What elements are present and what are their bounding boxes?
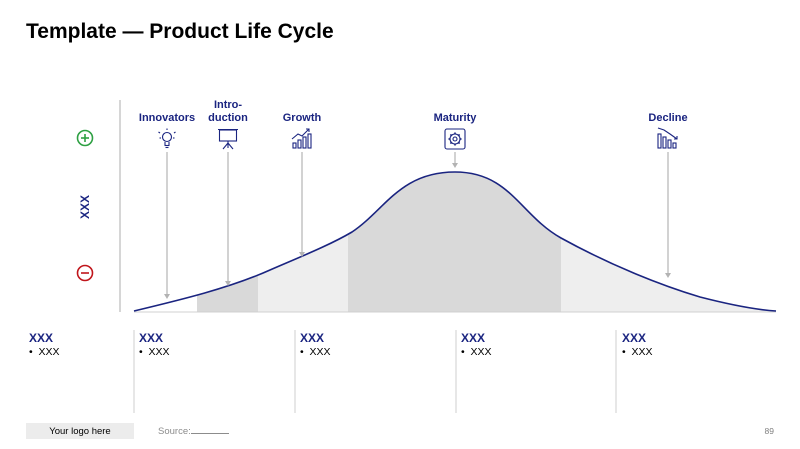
column-title: XXX — [139, 331, 164, 345]
column-separators — [133, 330, 617, 413]
column-4: XXX • XXX — [461, 331, 492, 359]
arrowhead-introduction — [225, 281, 231, 286]
source-note: Source: — [158, 425, 229, 437]
column-5: XXX • XXX — [622, 331, 653, 359]
column-bullet: • XXX — [139, 346, 170, 358]
plus-icon — [76, 129, 94, 147]
lightbulb-icon — [158, 128, 176, 149]
column-1: XXX • XXX — [29, 331, 60, 359]
bar-chart-growth-icon — [291, 128, 312, 149]
page-title: Template — Product Life Cycle — [26, 20, 334, 43]
column-bullet: • XXX — [300, 346, 331, 358]
logo-placeholder: Your logo here — [26, 423, 134, 439]
column-title: XXX — [622, 331, 647, 345]
stage-arrows — [164, 152, 671, 299]
column-bullet: • XXX — [29, 346, 60, 358]
column-3: XXX • XXX — [300, 331, 331, 359]
life-cycle-curve — [133, 171, 777, 312]
stage-label-innovators: Innovators — [138, 112, 196, 124]
gear-icon — [444, 128, 466, 150]
source-label: Source: — [158, 426, 191, 437]
arrowhead-decline — [665, 273, 671, 278]
source-blank-line — [190, 425, 229, 434]
arrowhead-innovators — [164, 294, 170, 299]
minus-icon — [76, 264, 94, 282]
column-bullet: • XXX — [461, 346, 492, 358]
column-bullet: • XXX — [622, 346, 653, 358]
stage-label-introduction: Intro-duction — [208, 99, 248, 124]
page-number: 89 — [764, 426, 774, 436]
column-title: XXX — [29, 331, 54, 345]
stage-label-growth: Growth — [282, 112, 322, 124]
stage-label-decline: Decline — [648, 112, 688, 124]
y-axis-label-text: XXX — [78, 194, 92, 220]
arrowhead-maturity — [452, 163, 458, 168]
bar-chart-decline-icon — [657, 127, 678, 149]
column-title: XXX — [461, 331, 486, 345]
column-title: XXX — [300, 331, 325, 345]
arrowhead-growth — [299, 252, 305, 257]
y-axis-label: XXX — [78, 192, 92, 222]
stage-label-maturity: Maturity — [433, 112, 477, 124]
column-2: XXX • XXX — [139, 331, 170, 359]
presentation-board-icon — [218, 128, 238, 150]
